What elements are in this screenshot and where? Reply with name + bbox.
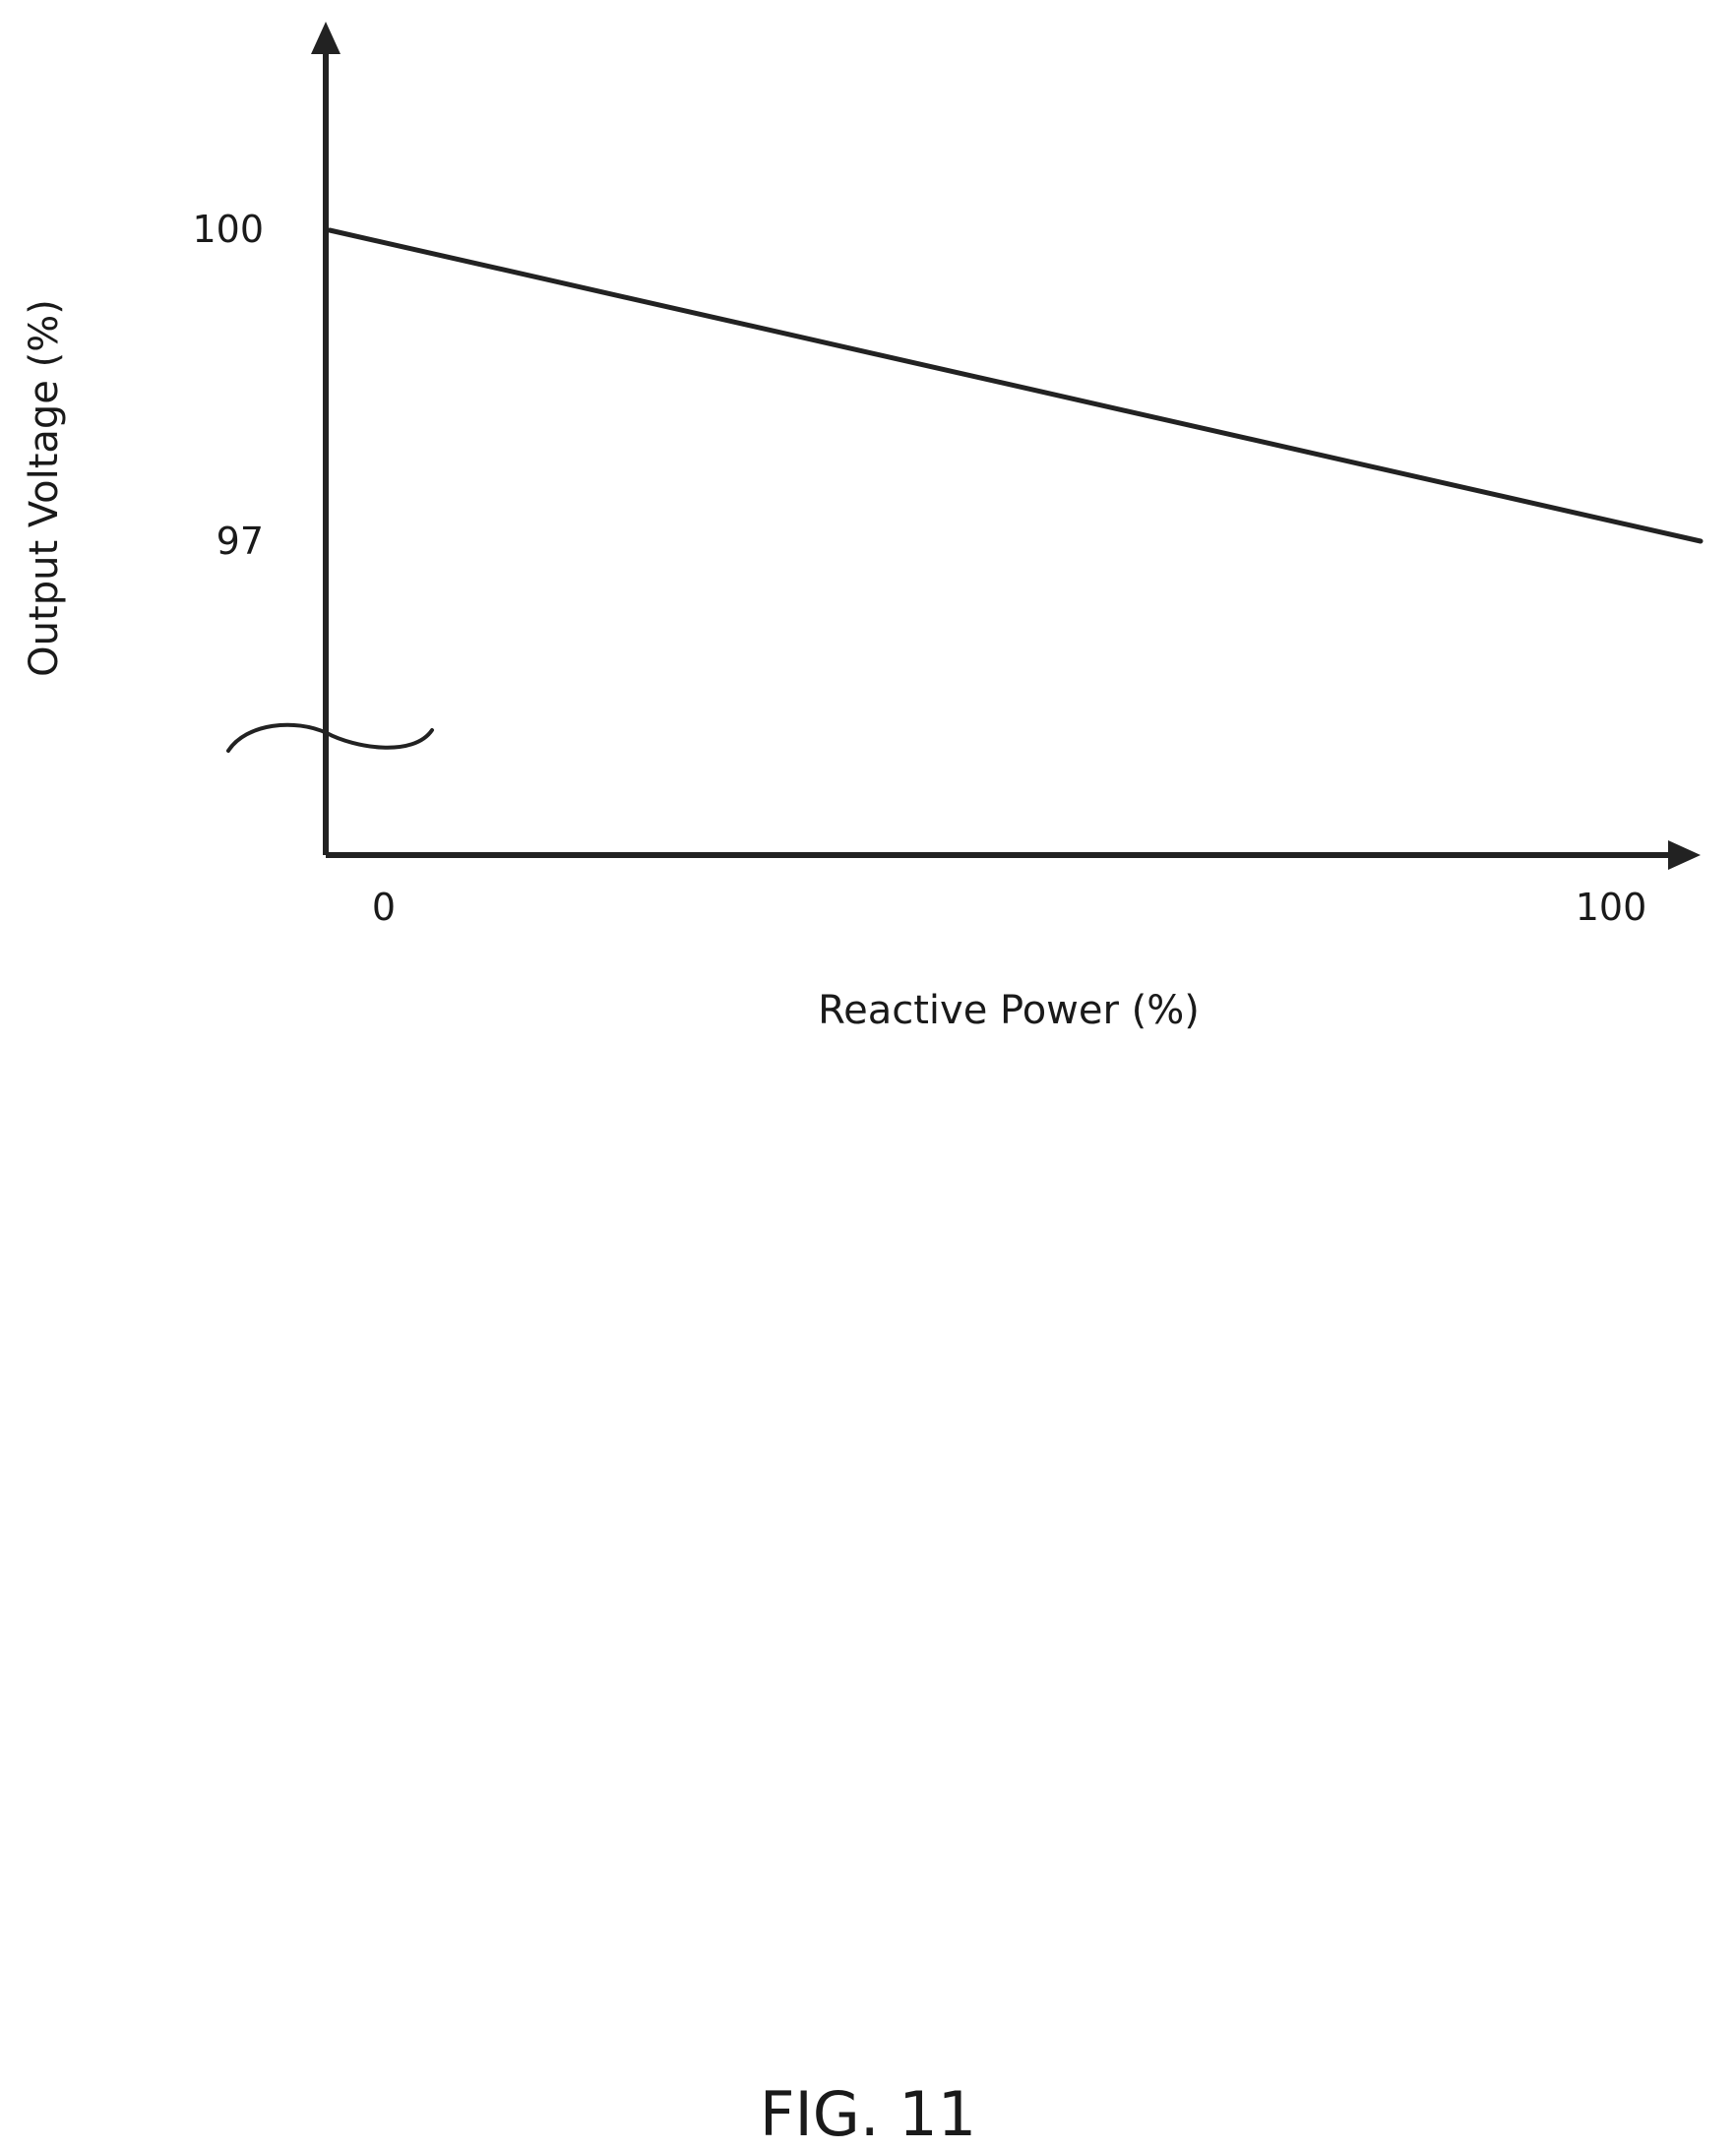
figure-label: FIG. 11 <box>759 2078 977 2150</box>
axis-break-mark <box>226 722 434 753</box>
x-tick-label-0: 0 <box>372 886 396 929</box>
x-axis-title: Reactive Power (%) <box>818 988 1200 1033</box>
y-tick-label-100: 100 <box>192 208 264 251</box>
y-axis-title: Output Voltage (%) <box>22 299 67 677</box>
y-tick-label-97: 97 <box>217 520 264 563</box>
x-axis-arrow <box>1668 840 1701 870</box>
x-tick-label-100: 100 <box>1576 886 1647 929</box>
y-axis-arrow <box>311 22 341 54</box>
series-line <box>327 227 1704 544</box>
